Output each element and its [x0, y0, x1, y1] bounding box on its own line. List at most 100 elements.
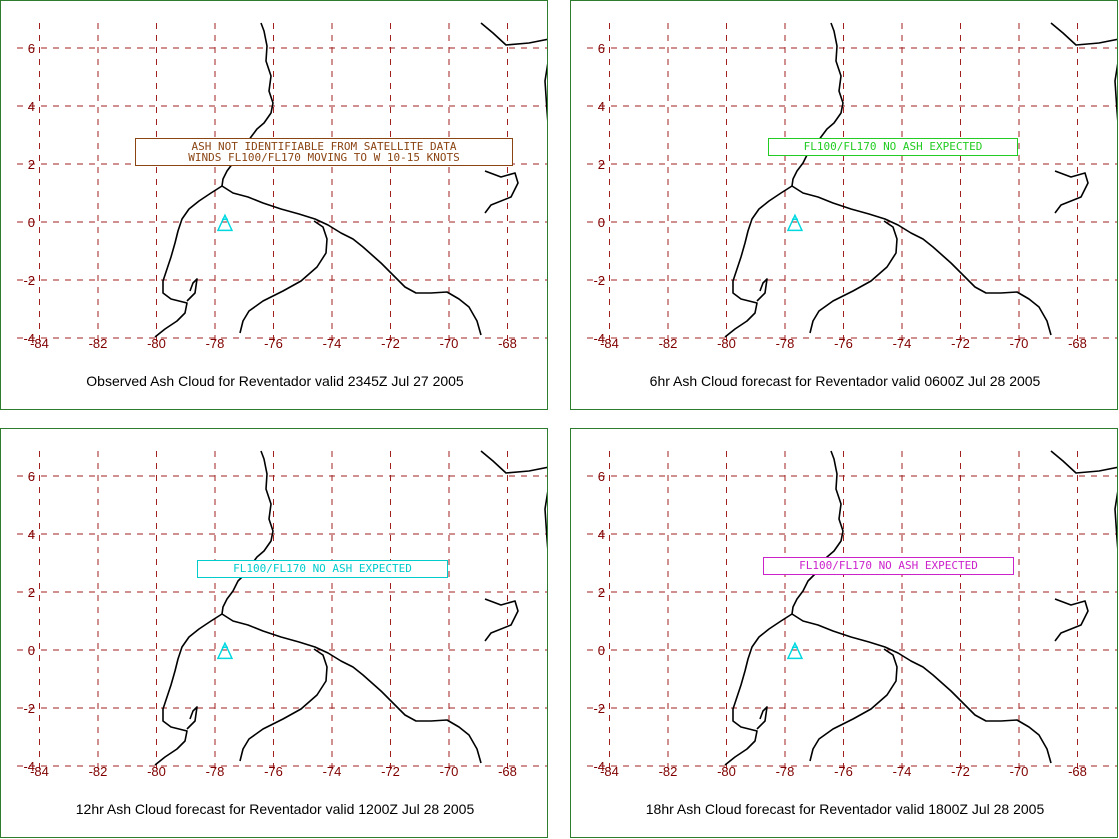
lat-tick-label: 2 — [598, 157, 605, 172]
graticule — [587, 451, 1117, 771]
coastline — [480, 22, 547, 46]
lon-tick-label: -68 — [1068, 764, 1087, 779]
lon-tick-label: -74 — [323, 336, 342, 351]
lat-tick-label: 4 — [598, 99, 605, 114]
lon-tick-label: -84 — [600, 764, 619, 779]
lon-tick-label: -84 — [30, 336, 49, 351]
lat-tick-label: -4 — [23, 759, 35, 774]
lon-tick-label: -68 — [498, 336, 517, 351]
map-canvas: -84 -82 -80 -78 -76 -74 -72 -70 -68 6 4 2 0 -2 -4 — [587, 450, 1117, 779]
coastline — [1114, 491, 1117, 550]
lat-tick-label: 6 — [28, 469, 35, 484]
lon-tick-label: -70 — [440, 764, 459, 779]
ash-advisory-note: ASH NOT IDENTIFIABLE FROM SATELLITE DATA… — [135, 138, 513, 166]
lon-tick-label: -76 — [834, 764, 853, 779]
lat-tick-label: 6 — [598, 41, 605, 56]
coastline — [756, 278, 768, 302]
coastline — [791, 22, 1052, 336]
lon-tick-label: -78 — [206, 764, 225, 779]
graticule — [587, 23, 1117, 343]
lon-tick-label: -82 — [659, 764, 678, 779]
lon-tick-label: -82 — [89, 764, 108, 779]
lon-tick-label: -70 — [440, 336, 459, 351]
lat-tick-label: 0 — [28, 643, 35, 658]
lon-tick-label: -78 — [776, 764, 795, 779]
lat-tick-label: 0 — [598, 643, 605, 658]
map-canvas: -84 -82 -80 -78 -76 -74 -72 -70 -68 6 4 2 0 -2 -4 — [17, 22, 547, 351]
coastline — [186, 278, 198, 302]
lat-tick-label: 2 — [28, 585, 35, 600]
map-panel-12hr: -84 -82 -80 -78 -76 -74 -72 -70 -68 6 4 2 0 -2 -4 FL10… — [0, 428, 548, 838]
lat-tick-label: 2 — [598, 585, 605, 600]
lon-tick-label: -74 — [323, 764, 342, 779]
graticule — [17, 23, 547, 343]
lat-tick-label: -2 — [593, 273, 605, 288]
lat-tick-label: 4 — [28, 527, 35, 542]
lat-tick-label: -2 — [593, 701, 605, 716]
lat-tick-label: -2 — [23, 273, 35, 288]
coastline — [186, 706, 198, 730]
lon-tick-label: -84 — [600, 336, 619, 351]
coastline — [1054, 598, 1089, 642]
lat-tick-label: 6 — [598, 469, 605, 484]
lon-tick-label: -68 — [1068, 336, 1087, 351]
coastline — [724, 185, 793, 338]
lon-tick-label: -80 — [147, 336, 166, 351]
note-line-2: WINDS FL100/FL170 MOVING TO W 10-15 KNOT… — [188, 151, 460, 164]
lon-tick-label: -76 — [834, 336, 853, 351]
coastline — [544, 63, 547, 122]
lon-tick-label: -76 — [264, 336, 283, 351]
lon-tick-label: -70 — [1010, 764, 1029, 779]
lon-tick-label: -80 — [147, 764, 166, 779]
map-canvas: -84 -82 -80 -78 -76 -74 -72 -70 -68 6 4 2 0 -2 -4 — [587, 22, 1117, 351]
coastline — [1050, 450, 1117, 474]
lon-tick-label: -80 — [717, 764, 736, 779]
lat-tick-label: 2 — [28, 157, 35, 172]
lat-tick-label: 6 — [28, 41, 35, 56]
coastline — [480, 450, 547, 474]
coastline — [221, 450, 482, 764]
volcano-icon — [216, 213, 234, 232]
lon-tick-label: -68 — [498, 764, 517, 779]
note-line-1: FL100/FL170 NO ASH EXPECTED — [803, 140, 983, 153]
map-panel-6hr: -84 -82 -80 -78 -76 -74 -72 -70 -68 6 4 2 0 -2 -4 FL10… — [570, 0, 1118, 410]
lat-tick-label: -4 — [593, 759, 605, 774]
coastline — [239, 648, 328, 762]
lon-tick-label: -84 — [30, 764, 49, 779]
lon-tick-label: -72 — [951, 764, 970, 779]
lon-tick-label: -76 — [264, 764, 283, 779]
lat-tick-label: 4 — [598, 527, 605, 542]
coastline — [239, 220, 328, 334]
map-canvas: -84 -82 -80 -78 -76 -74 -72 -70 -68 6 4 2 0 -2 -4 — [17, 450, 547, 779]
ash-advisory-note: FL100/FL170 NO ASH EXPECTED — [763, 557, 1014, 575]
lon-tick-label: -72 — [381, 336, 400, 351]
coastline — [724, 613, 793, 766]
map-panel-18hr: -84 -82 -80 -78 -76 -74 -72 -70 -68 6 4 2 0 -2 -4 FL10… — [570, 428, 1118, 838]
lat-tick-label: -4 — [593, 331, 605, 346]
coastline — [154, 613, 223, 766]
volcano-icon — [216, 641, 234, 660]
lat-tick-label: 0 — [28, 215, 35, 230]
lat-tick-label: 4 — [28, 99, 35, 114]
panel-caption: 12hr Ash Cloud forecast for Reventador v… — [75, 801, 475, 817]
coastline — [1050, 22, 1117, 46]
volcano-icon — [786, 641, 804, 660]
lon-tick-label: -82 — [659, 336, 678, 351]
note-line-1: FL100/FL170 NO ASH EXPECTED — [233, 562, 412, 575]
ash-advisory-note: FL100/FL170 NO ASH EXPECTED — [197, 560, 448, 578]
lat-tick-label: -2 — [23, 701, 35, 716]
coastline — [221, 22, 482, 336]
coastline — [484, 598, 519, 642]
ash-advisory-note: FL100/FL170 NO ASH EXPECTED — [768, 138, 1018, 156]
lon-tick-label: -74 — [893, 764, 912, 779]
note-line-1: ASH NOT IDENTIFIABLE FROM SATELLITE DATA — [191, 140, 457, 153]
lon-tick-label: -72 — [951, 336, 970, 351]
coastline — [1054, 170, 1089, 214]
coastline — [809, 220, 898, 334]
lon-tick-label: -82 — [89, 336, 108, 351]
lat-tick-label: -4 — [23, 331, 35, 346]
volcano-icon — [786, 213, 804, 232]
lat-tick-label: 0 — [598, 215, 605, 230]
lon-tick-label: -74 — [893, 336, 912, 351]
coastline — [791, 450, 1052, 764]
